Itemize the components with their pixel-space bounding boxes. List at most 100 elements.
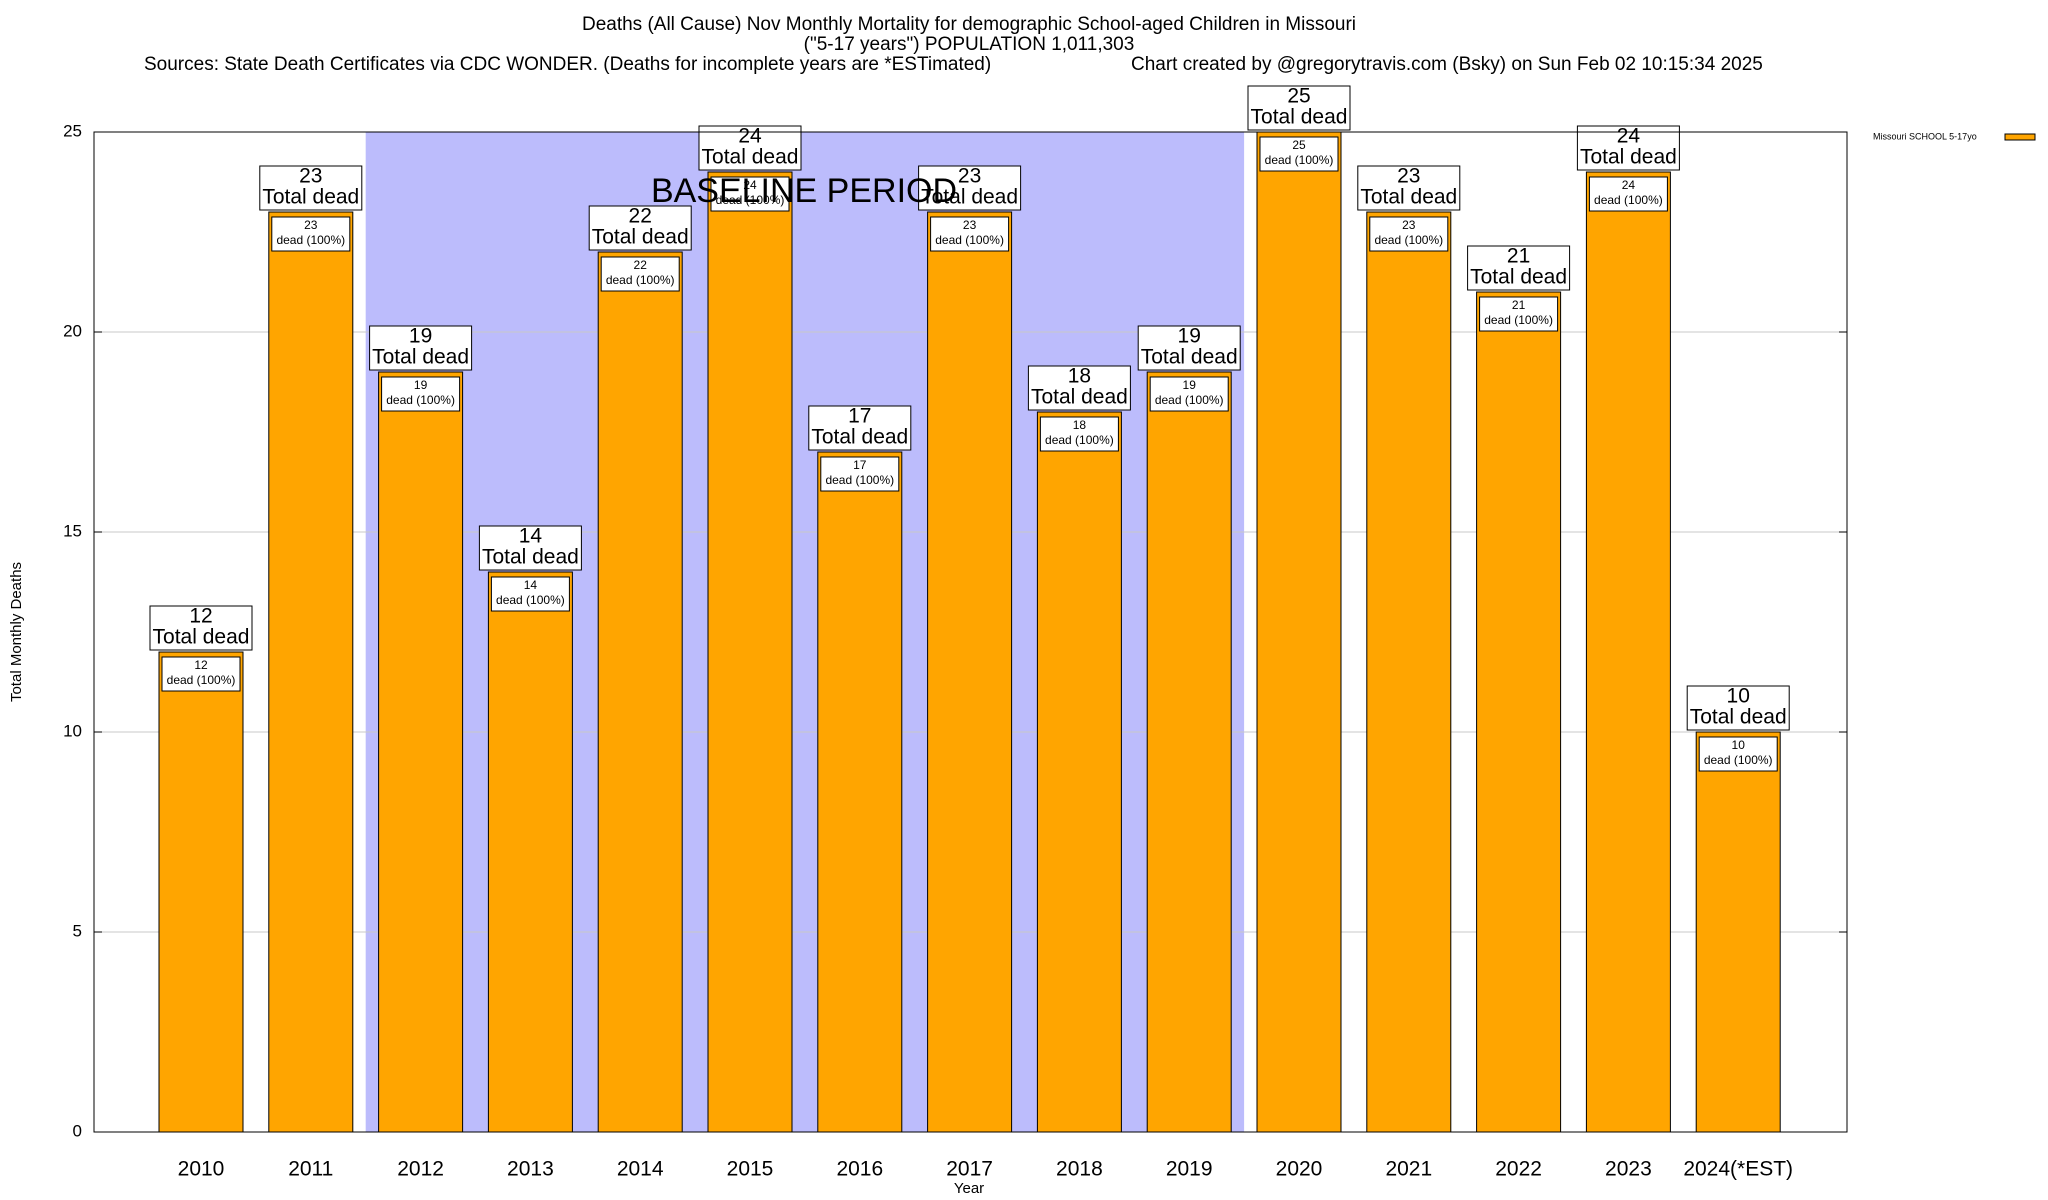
bar: [378, 371, 464, 1133]
inner-share-label: dead (100%): [1374, 233, 1443, 247]
bar: [597, 251, 683, 1133]
x-tick-label: 2013: [507, 1158, 554, 1181]
inner-share-label: dead (100%): [1045, 433, 1114, 447]
sources: Sources: State Death Certificates via CD…: [144, 54, 991, 75]
total-dead-label: Total dead: [1251, 106, 1348, 129]
x-tick-label: 2012: [397, 1158, 444, 1181]
total-value-label: 14: [519, 525, 543, 548]
total-value-label: 17: [848, 405, 871, 428]
inner-share-label: dead (100%): [276, 233, 345, 247]
x-tick-label: 2017: [946, 1158, 993, 1181]
y-tick-label: 10: [63, 721, 82, 740]
x-tick-label: 2014: [617, 1158, 664, 1181]
total-value-label: 22: [629, 205, 652, 228]
total-dead-label: Total dead: [1360, 186, 1457, 209]
inner-label-box: [1698, 736, 1778, 772]
y-tick-label: 0: [73, 1121, 82, 1140]
inner-value-label: 23: [1402, 218, 1416, 232]
inner-value-label: 19: [1183, 378, 1197, 392]
inner-share-label: dead (100%): [825, 473, 894, 487]
x-tick-label: 2018: [1056, 1158, 1103, 1181]
total-label-box: [1467, 245, 1571, 291]
inner-share-label: dead (100%): [1484, 313, 1553, 327]
bar: [1146, 371, 1232, 1133]
inner-label-box: [710, 176, 790, 212]
x-tick-label: 2019: [1166, 1158, 1213, 1181]
inner-share-label: dead (100%): [606, 273, 675, 287]
inner-value-label: 24: [743, 178, 757, 192]
total-label-box: [149, 605, 253, 651]
total-dead-label: Total dead: [1690, 706, 1787, 729]
total-value-label: 23: [299, 165, 322, 188]
chart-subtitle: ("5-17 years") POPULATION 1,011,303: [804, 34, 1135, 55]
total-label-box: [369, 325, 473, 371]
total-label-box: [588, 205, 692, 251]
x-tick-label: 2016: [836, 1158, 883, 1181]
inner-value-label: 19: [414, 378, 428, 392]
total-dead-label: Total dead: [1031, 386, 1128, 409]
y-tick-label: 20: [63, 321, 82, 340]
y-tick-label: 5: [73, 921, 82, 940]
total-dead-label: Total dead: [262, 186, 359, 209]
inner-label-box: [930, 216, 1010, 252]
inner-value-label: 24: [1622, 178, 1636, 192]
x-tick-label: 2010: [178, 1158, 225, 1181]
x-tick-label: 2015: [727, 1158, 774, 1181]
x-tick-label: 2021: [1385, 1158, 1432, 1181]
y-tick-label: 25: [63, 121, 82, 140]
inner-value-label: 25: [1292, 138, 1306, 152]
total-value-label: 21: [1507, 245, 1530, 268]
total-label-box: [1576, 125, 1680, 171]
total-label-box: [1247, 85, 1351, 131]
y-axis-label: Total Monthly Deaths: [8, 562, 25, 702]
bar: [1366, 211, 1452, 1133]
inner-label-box: [1588, 176, 1668, 212]
total-label-box: [1137, 325, 1241, 371]
total-dead-label: Total dead: [153, 626, 250, 649]
total-value-label: 24: [1617, 125, 1641, 148]
bar: [1476, 291, 1562, 1133]
total-label-box: [698, 125, 802, 171]
x-tick-label: 2022: [1495, 1158, 1542, 1181]
total-value-label: 24: [738, 125, 762, 148]
bar: [1256, 131, 1342, 1133]
inner-label-box: [820, 456, 900, 492]
inner-label-box: [161, 656, 241, 692]
inner-label-box: [381, 376, 461, 412]
inner-label-box: [1259, 136, 1339, 172]
inner-share-label: dead (100%): [1704, 753, 1773, 767]
bar: [1036, 411, 1122, 1133]
inner-value-label: 12: [194, 658, 208, 672]
bar: [707, 171, 793, 1133]
total-value-label: 23: [1397, 165, 1420, 188]
y-tick-label: 15: [63, 521, 82, 540]
total-value-label: 25: [1287, 85, 1310, 108]
x-tick-label: 2011: [288, 1158, 333, 1181]
inner-label-box: [271, 216, 351, 252]
total-dead-label: Total dead: [1580, 146, 1677, 169]
bar: [1695, 731, 1781, 1133]
credit: Chart created by @gregorytravis.com (Bsk…: [1131, 54, 1763, 75]
total-label-box: [1686, 685, 1790, 731]
total-dead-label: Total dead: [1141, 346, 1238, 369]
inner-value-label: 23: [304, 218, 318, 232]
inner-share-label: dead (100%): [386, 393, 455, 407]
total-label-box: [259, 165, 363, 211]
bar: [268, 211, 354, 1133]
legend-label: Missouri SCHOOL 5-17yo: [1873, 131, 1977, 141]
inner-share-label: dead (100%): [1155, 393, 1224, 407]
inner-value-label: 22: [634, 258, 648, 272]
x-tick-label: 2020: [1276, 1158, 1323, 1181]
total-value-label: 12: [189, 605, 212, 628]
inner-share-label: dead (100%): [1594, 193, 1663, 207]
bar: [158, 651, 244, 1133]
total-dead-label: Total dead: [1470, 266, 1567, 289]
total-label-box: [1027, 365, 1131, 411]
inner-label-box: [1479, 296, 1559, 332]
x-axis-label: Year: [954, 1180, 984, 1197]
total-label-box: [1357, 165, 1461, 211]
bar: [1585, 171, 1671, 1133]
x-tick-label: 2023: [1605, 1158, 1652, 1181]
inner-label-box: [1149, 376, 1229, 412]
